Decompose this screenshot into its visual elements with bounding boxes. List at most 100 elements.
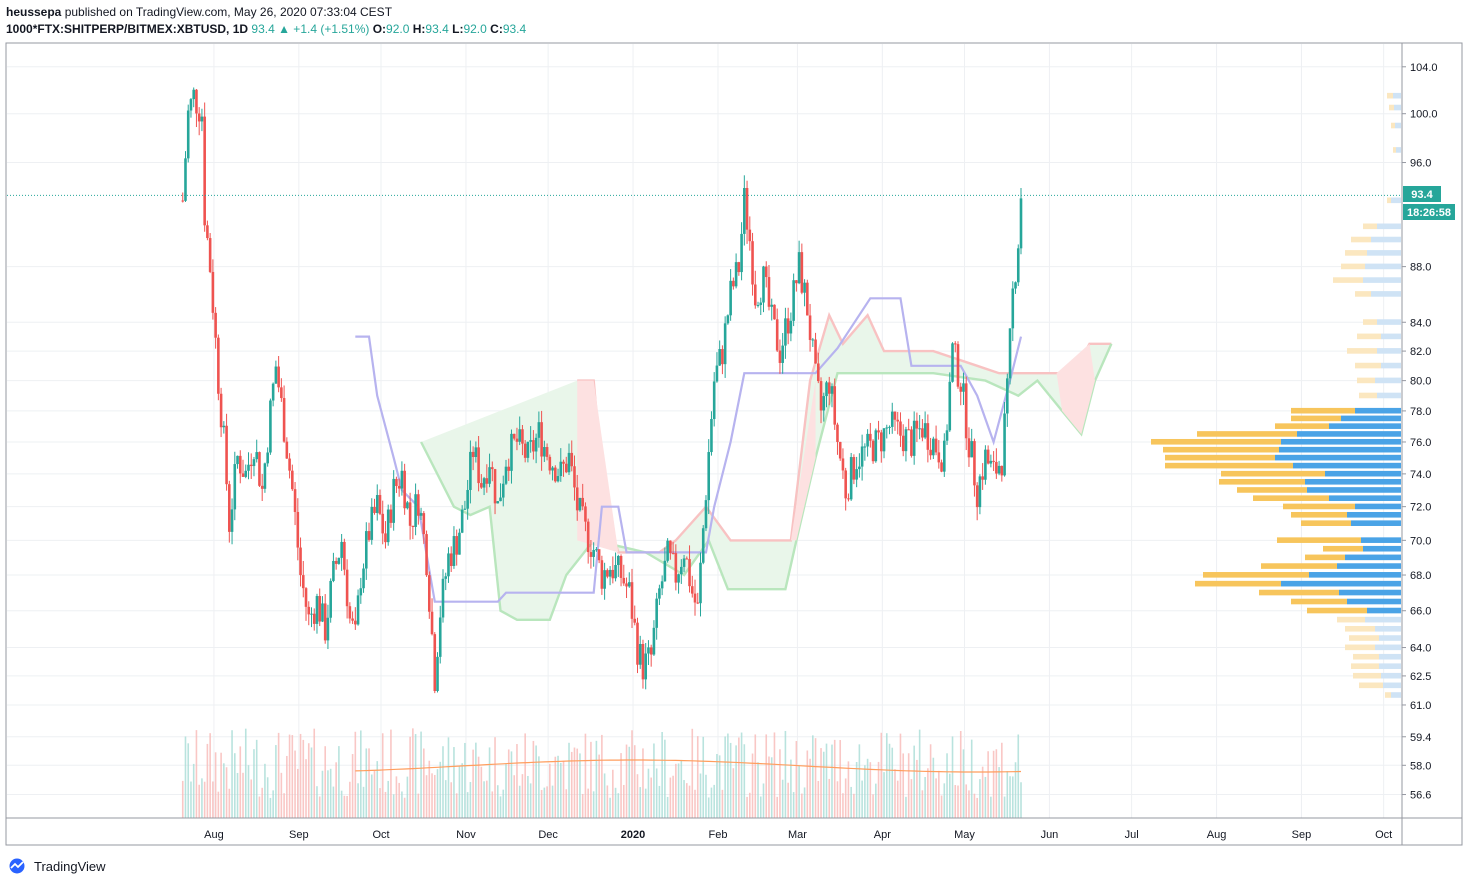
profile-bar-up [1375, 377, 1401, 384]
candle-body [447, 553, 450, 577]
volume-bar [581, 793, 584, 818]
volume-bar [505, 763, 507, 818]
volume-bar [442, 746, 444, 818]
candle-body [1008, 328, 1012, 379]
candle-body [192, 89, 196, 100]
volume-bar [743, 744, 746, 818]
profile-bar-up [1355, 503, 1401, 510]
candle-body [214, 312, 217, 338]
candle-body [386, 509, 390, 543]
candle-body [211, 271, 215, 313]
candle-body [392, 478, 395, 523]
candle-body [792, 280, 795, 321]
published-text: published on TradingView.com, May 26, 20… [64, 5, 393, 19]
volume-bar [201, 778, 203, 818]
profile-bar-down [1221, 470, 1325, 477]
volume-bar [962, 749, 965, 818]
volume-bar [710, 787, 713, 818]
time-axis[interactable]: Aug Sep Oct Nov Dec 2020 Feb Mar Apr May Jun Jul Aug… [6, 817, 1462, 841]
price-axis[interactable]: 104.0 100.0 96.0 88.0 84.0 82.0 80.0 78.0 76.0 74… [1401, 43, 1438, 845]
profile-bar-up [1361, 537, 1401, 543]
candle-body [471, 451, 475, 458]
candle-body [784, 318, 787, 346]
volume-bar [507, 749, 510, 818]
volume-bar [732, 768, 735, 818]
footer-brand[interactable]: TradingView [6, 856, 106, 876]
price-tick-label: 88.0 [1410, 262, 1431, 274]
candle-body [477, 447, 480, 484]
candle-body [800, 252, 804, 293]
symbol-legend: 1000*FTX:SHITPERP/BITMEX:XBTUSD, 1D 93.4… [6, 22, 526, 36]
candle-body [449, 553, 453, 566]
author-name[interactable]: heussepa [6, 5, 62, 19]
volume-bar [212, 781, 214, 818]
volume-bar [979, 779, 981, 818]
candle-body [704, 500, 708, 529]
volume-bar [269, 797, 272, 818]
volume-bar [776, 796, 778, 818]
profile-bar-down [1163, 446, 1279, 453]
candle-body [849, 457, 853, 500]
candle-body [827, 382, 831, 394]
candle-body [923, 423, 927, 438]
volume-bar [225, 767, 228, 818]
price-tick-label: 70.0 [1410, 535, 1431, 547]
profile-bar-up [1329, 495, 1401, 501]
volume-bar [948, 773, 951, 818]
volume-bar [738, 737, 740, 818]
volume-bar [1009, 776, 1011, 818]
candle-body [554, 467, 557, 482]
candle-body [997, 465, 1001, 474]
time-tick-label: Jun [1041, 829, 1059, 841]
candle-body [545, 447, 549, 457]
volume-bar [472, 749, 474, 818]
candle-body [247, 464, 250, 471]
candle-body [644, 653, 648, 680]
volume-bar [425, 775, 428, 818]
volume-bar [875, 783, 877, 818]
candle-body [956, 344, 960, 387]
time-tick-label: Feb [708, 829, 727, 841]
price-chart[interactable]: 104.0 100.0 96.0 88.0 84.0 82.0 80.0 78.0 76.0 74… [0, 0, 1468, 850]
volume-bar [675, 763, 677, 818]
profile-bar-down [1351, 236, 1371, 243]
volume-bar [535, 745, 537, 818]
candle-body [233, 464, 237, 510]
volume-bar [938, 770, 940, 818]
candle-body [748, 229, 752, 242]
candle-body [384, 533, 387, 543]
candlesticks [181, 87, 1023, 694]
volume-bar [749, 792, 751, 818]
candle-body [225, 425, 228, 485]
volume-bar [850, 786, 852, 818]
candle-body [838, 441, 842, 459]
volume-bar [297, 768, 299, 818]
volume-bar [184, 736, 187, 818]
volume-bar [809, 758, 811, 818]
symbol-name[interactable]: 1000*FTX:SHITPERP/BITMEX:XBTUSD, 1D [6, 22, 249, 36]
price-tick-label: 76.0 [1410, 437, 1431, 449]
candle-body [414, 494, 417, 527]
volume-bar [236, 772, 239, 818]
grid [7, 44, 1402, 818]
candle-body [841, 458, 845, 471]
time-tick-label: Nov [456, 829, 476, 841]
candle-body [652, 627, 656, 655]
candle-body [326, 617, 330, 641]
candle-body [466, 489, 469, 509]
price-tick-label: 74.0 [1410, 469, 1431, 481]
volume-bar [957, 785, 959, 818]
profile-bar-up [1377, 392, 1401, 399]
price-tick-label: 84.0 [1410, 317, 1431, 329]
candle-body [962, 383, 965, 392]
candle-body [666, 540, 669, 561]
profile-bar-down [1261, 563, 1337, 569]
volume-bar [861, 780, 863, 818]
price-tick-label: 100.0 [1410, 109, 1438, 121]
volume-bar [642, 748, 644, 818]
profile-bar-down [1349, 635, 1379, 641]
volume-bar [209, 733, 211, 818]
candle-body [674, 553, 678, 583]
volume-bar [913, 745, 915, 818]
candle-body [441, 578, 445, 618]
